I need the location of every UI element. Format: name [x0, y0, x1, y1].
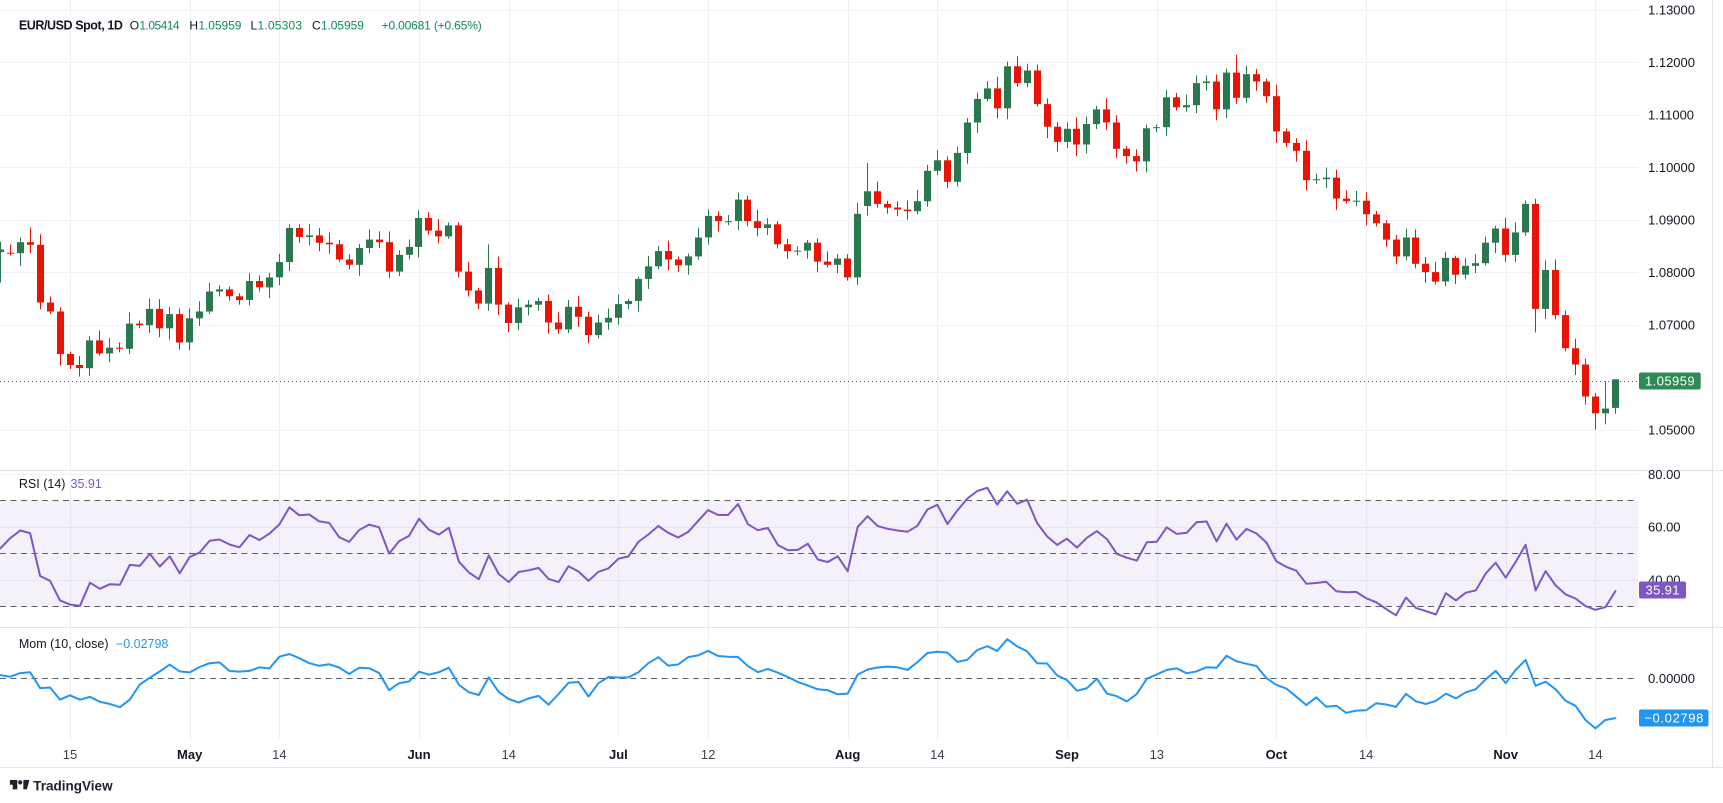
svg-text:35.91: 35.91 [1646, 583, 1680, 598]
svg-text:EUR/USD Spot, 1D: EUR/USD Spot, 1D [19, 19, 123, 33]
svg-text:Jul: Jul [609, 747, 628, 762]
svg-text:80.00: 80.00 [1648, 467, 1681, 482]
svg-text:−0.02798: −0.02798 [1644, 711, 1703, 726]
svg-text:Aug: Aug [835, 747, 860, 762]
svg-text:Jun: Jun [407, 747, 430, 762]
svg-text:TradingView: TradingView [33, 778, 113, 793]
svg-text:35.91: 35.91 [71, 477, 102, 491]
svg-text:1.05959: 1.05959 [1645, 374, 1695, 389]
svg-text:Nov: Nov [1493, 747, 1518, 762]
svg-text:1.08000: 1.08000 [1648, 265, 1695, 280]
svg-text:1.13000: 1.13000 [1648, 2, 1695, 17]
svg-text:1.09000: 1.09000 [1648, 212, 1695, 227]
svg-text:H: H [189, 18, 198, 32]
svg-text:14: 14 [1359, 747, 1373, 762]
svg-text:1.05959: 1.05959 [321, 18, 364, 32]
svg-text:12: 12 [701, 747, 715, 762]
svg-text:Mom (10, close): Mom (10, close) [19, 637, 109, 651]
svg-text:1.11000: 1.11000 [1648, 107, 1694, 122]
svg-text:C: C [312, 18, 321, 32]
svg-text:0.00000: 0.00000 [1648, 671, 1695, 686]
svg-text:O: O [130, 18, 139, 32]
svg-text:14: 14 [930, 747, 944, 762]
svg-text:14: 14 [1588, 747, 1602, 762]
svg-text:1.07000: 1.07000 [1648, 317, 1695, 332]
svg-text:1.12000: 1.12000 [1648, 55, 1695, 70]
svg-text:1.10000: 1.10000 [1648, 160, 1695, 175]
svg-text:60.00: 60.00 [1648, 520, 1681, 535]
svg-text:14: 14 [501, 747, 515, 762]
svg-text:1.05959: 1.05959 [198, 18, 241, 32]
svg-text:May: May [177, 747, 203, 762]
svg-text:13: 13 [1150, 747, 1164, 762]
svg-text:1.05000: 1.05000 [1648, 422, 1695, 437]
svg-text:1.05303: 1.05303 [258, 18, 303, 32]
svg-text:14: 14 [272, 747, 286, 762]
svg-text:RSI (14): RSI (14) [19, 477, 66, 491]
svg-text:1.05414: 1.05414 [139, 18, 180, 32]
svg-text:Oct: Oct [1266, 747, 1288, 762]
svg-text:Sep: Sep [1055, 747, 1079, 762]
svg-text:+0.00681 (+0.65%): +0.00681 (+0.65%) [382, 18, 482, 32]
svg-text:15: 15 [63, 747, 77, 762]
svg-text:L: L [251, 18, 258, 32]
svg-text:−0.02798: −0.02798 [116, 637, 169, 651]
